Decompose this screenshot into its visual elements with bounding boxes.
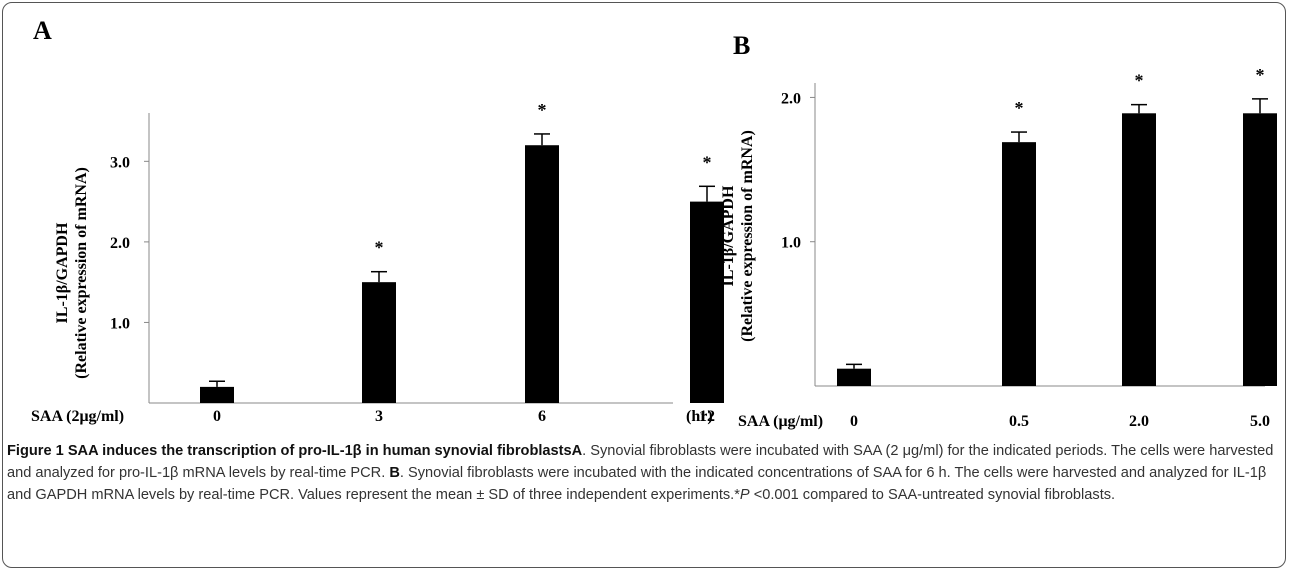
panel-b-category-label: 2.0 (1129, 413, 1149, 430)
panel-a-ylabel-line1: IL-1β/GAPDH (54, 222, 71, 323)
panel-a-y-tick-label: 3.0 (110, 154, 130, 171)
panel-b-bar (1122, 113, 1156, 387)
panel-b-marks: 1.0 2.0 0 * 0.5 * 2.0 * 5.0 (781, 65, 1277, 430)
panel-b-category-label: 0.5 (1009, 413, 1029, 430)
panel-b-y-tick-label: 2.0 (781, 90, 801, 107)
panel-a-x-unit: (hr) (686, 408, 713, 425)
panel-b-significance-star: * (1015, 98, 1024, 118)
panel-b-category-label: 5.0 (1250, 413, 1270, 430)
panel-b-significance-star: * (1256, 65, 1265, 85)
panel-b-ylabel-line2: (Relative expression of mRNA) (739, 130, 756, 342)
panel-a-y-tick-label: 2.0 (110, 235, 130, 252)
panel-a-category-label: 0 (213, 408, 221, 425)
panel-b-significance-star: * (1135, 71, 1144, 91)
panel-a-bar (525, 145, 559, 403)
caption-part-b-label: B (389, 465, 400, 481)
figure-charts: A IL-1β/GAPDH (Relative expression of mR… (31, 16, 1277, 430)
figure-caption: Figure 1 SAA induces the transcription o… (7, 440, 1277, 506)
panel-b-category-label: 0 (850, 413, 858, 430)
panel-a-category-label: 12 (699, 408, 715, 425)
panel-a-bar (200, 386, 234, 403)
panel-b: B IL-1β/GAPDH (Relative expression of mR… (720, 31, 1277, 430)
panel-a-category-label: 6 (538, 408, 546, 425)
panel-b-label: B (733, 31, 750, 60)
caption-p-symbol: P (739, 487, 750, 503)
panel-a-ylabel-line2: (Relative expression of mRNA) (73, 167, 90, 379)
panel-b-x-prefix: SAA (μg/ml) (738, 413, 823, 430)
panel-a-bar (690, 201, 724, 403)
panel-b-bar (837, 368, 871, 386)
panel-b-ylabel-line1: IL-1β/GAPDH (720, 185, 737, 286)
panel-b-bar (1002, 142, 1036, 386)
panel-b-y-tick-label: 1.0 (781, 235, 801, 252)
panel-b-bar (1243, 113, 1277, 387)
panel-a: A IL-1β/GAPDH (Relative expression of mR… (31, 16, 724, 425)
panel-a-x-prefix: SAA (2μg/ml) (31, 408, 124, 425)
caption-part-b-text: . Synovial fibroblasts were incubated wi… (7, 465, 1267, 503)
panel-a-significance-star: * (375, 238, 384, 258)
panel-a-marks: 1.0 2.0 3.0 0 * 3 * 6 * 12 (110, 100, 724, 425)
panel-a-y-tick-label: 1.0 (110, 315, 130, 332)
panel-a-label: A (33, 16, 52, 45)
caption-part-a-label: A (571, 443, 583, 459)
caption-p-text: <0.001 compared to SAA-untreated synovia… (749, 487, 1116, 503)
panel-a-significance-star: * (703, 152, 712, 172)
caption-part-a-text: . Synovial fibroblasts were incubated wi… (7, 443, 1274, 481)
panel-a-bar (362, 282, 396, 403)
panel-a-category-label: 3 (375, 408, 383, 425)
caption-title: Figure 1 SAA induces the transcription o… (7, 443, 572, 459)
panel-a-significance-star: * (538, 100, 547, 120)
